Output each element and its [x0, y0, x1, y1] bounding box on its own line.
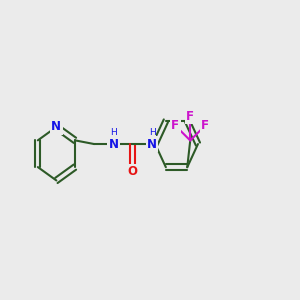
Text: N: N	[51, 121, 62, 134]
Text: O: O	[128, 165, 138, 178]
Text: H: H	[110, 128, 117, 136]
Text: H: H	[149, 128, 156, 136]
Text: F: F	[186, 110, 194, 123]
Text: N: N	[147, 138, 157, 151]
Text: F: F	[201, 119, 209, 132]
Text: N: N	[109, 138, 118, 151]
Text: F: F	[171, 119, 179, 132]
